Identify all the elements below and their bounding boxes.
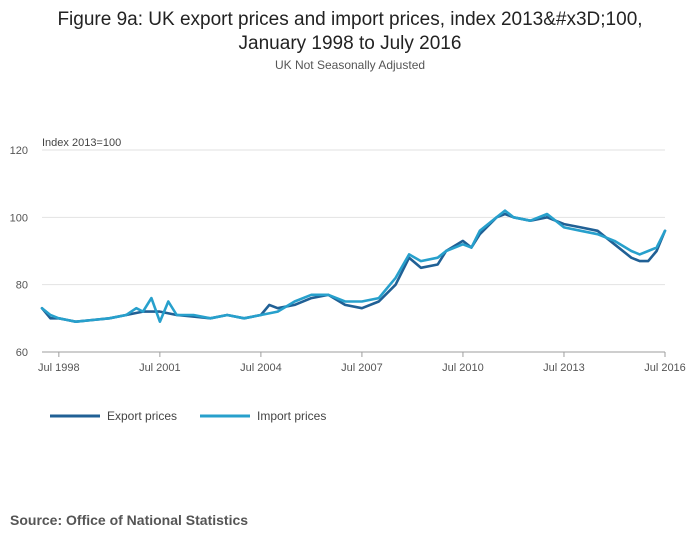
y-tick-label: 120 — [10, 145, 28, 157]
chart-title-line-1: Figure 9a: UK export prices and import p… — [57, 9, 643, 30]
series-lines — [40, 209, 667, 324]
x-tick-label: Jul 2001 — [139, 362, 181, 374]
chart-title: Figure 9a: UK export prices and import p… — [0, 8, 700, 56]
legend-item-label: Import prices — [257, 409, 326, 423]
x-tick-label: Jul 2016 — [644, 362, 686, 374]
y-tick-label: 60 — [16, 347, 28, 359]
y-axis-ticks: 60 80 100 120 — [10, 145, 28, 359]
legend-item-label: Export prices — [107, 409, 177, 423]
series-line-import-prices — [40, 209, 667, 324]
y-tick-label: 80 — [16, 280, 28, 292]
y-tick-label: 100 — [10, 212, 28, 224]
chart-subtitle: UK Not Seasonally Adjusted — [274, 58, 426, 72]
legend: Export prices Import prices — [50, 409, 326, 423]
x-tick-label: Jul 2004 — [240, 362, 282, 374]
x-axis-ticks: Jul 1998 Jul 2001 Jul 2004 Jul 2007 Jul 2010… — [38, 352, 686, 374]
y-axis-label: Index 2013=100 — [42, 137, 121, 149]
x-tick-label: Jul 2010 — [442, 362, 484, 374]
source-note: Source: Office of National Statistics — [10, 512, 249, 528]
grid-lines — [42, 149, 665, 353]
x-tick-label: Jul 1998 — [38, 362, 80, 374]
chart-title-line-2: January 1998 to July 2016 — [238, 33, 462, 54]
series-line-export-prices — [40, 212, 667, 324]
x-tick-label: Jul 2013 — [543, 362, 585, 374]
x-tick-label: Jul 2007 — [341, 362, 383, 374]
